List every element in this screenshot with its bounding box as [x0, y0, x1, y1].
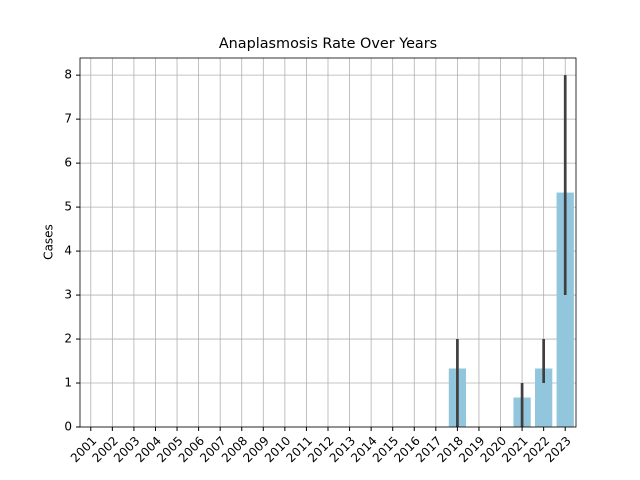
chart-title: Anaplasmosis Rate Over Years	[219, 36, 437, 52]
y-axis-label: Cases	[42, 224, 56, 260]
y-tick-label: 8	[64, 68, 72, 82]
y-tick-label: 6	[64, 156, 72, 170]
plot-frame	[79, 57, 577, 428]
y-tick-label: 5	[64, 200, 72, 214]
y-tick-label: 4	[64, 244, 72, 258]
y-tick-label: 1	[64, 376, 72, 390]
y-tick-label: 0	[64, 420, 72, 434]
y-tick-label: 7	[64, 112, 72, 126]
y-tick-label: 3	[64, 288, 72, 302]
bar	[535, 368, 553, 427]
bar	[556, 192, 574, 427]
y-tick-label: 2	[64, 332, 72, 346]
